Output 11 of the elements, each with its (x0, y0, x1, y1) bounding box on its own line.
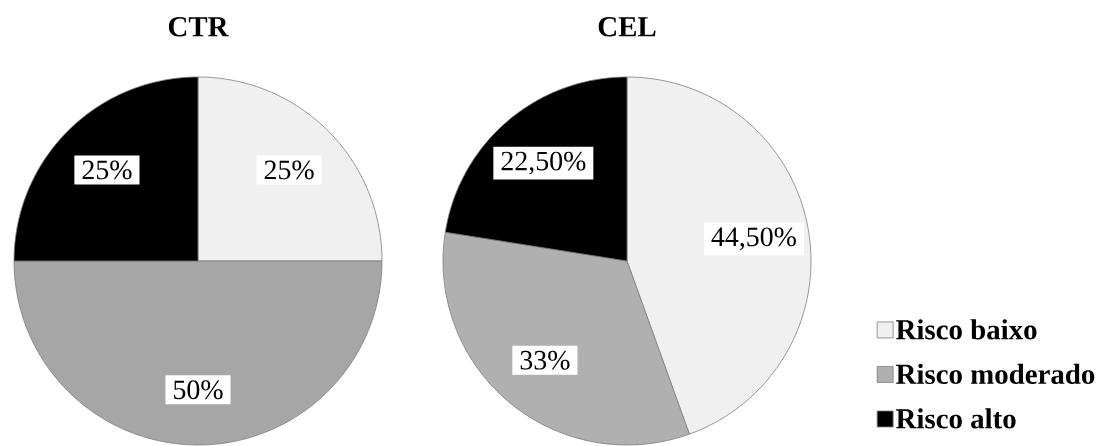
legend-label: Risco alto (896, 408, 1016, 429)
data-label: 33% (520, 350, 570, 370)
data-label: 44,50% (711, 227, 796, 251)
data-label: 50% (174, 380, 223, 400)
data-label: 25% (264, 160, 314, 180)
legend-label: Risco baixo (896, 319, 1037, 340)
chart-title: CTR (168, 17, 229, 37)
data-label: 25% (82, 160, 132, 180)
chart-title: CEL (598, 17, 656, 37)
legend-label: Risco moderado (896, 363, 1095, 385)
data-label: 22,50% (501, 151, 586, 175)
